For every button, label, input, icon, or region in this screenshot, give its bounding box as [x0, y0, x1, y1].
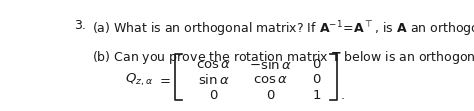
- Text: $1$: $1$: [312, 89, 321, 102]
- Text: $0$: $0$: [311, 73, 321, 86]
- Text: (a) What is an orthogonal matrix? If $\mathbf{A}^{-1}\!=\!\mathbf{A}^{\top}$, is: (a) What is an orthogonal matrix? If $\m…: [92, 19, 474, 39]
- Text: $=$: $=$: [156, 73, 171, 86]
- Text: $0$: $0$: [266, 89, 275, 102]
- Text: $\cos\alpha$: $\cos\alpha$: [196, 58, 231, 71]
- Text: .: .: [340, 89, 344, 102]
- Text: $\sin\alpha$: $\sin\alpha$: [198, 73, 229, 87]
- Text: $Q_{z,\alpha}$: $Q_{z,\alpha}$: [125, 72, 154, 88]
- Text: 3.: 3.: [74, 19, 86, 32]
- Text: (b) Can you prove the rotation matrix $\mathbf{T}$ below is an orthogonal matrix: (b) Can you prove the rotation matrix $\…: [92, 49, 474, 66]
- Text: $0$: $0$: [209, 89, 219, 102]
- Text: $\cos\alpha$: $\cos\alpha$: [253, 73, 288, 86]
- Text: $-\sin\alpha$: $-\sin\alpha$: [249, 58, 292, 72]
- Text: $0$: $0$: [311, 58, 321, 71]
